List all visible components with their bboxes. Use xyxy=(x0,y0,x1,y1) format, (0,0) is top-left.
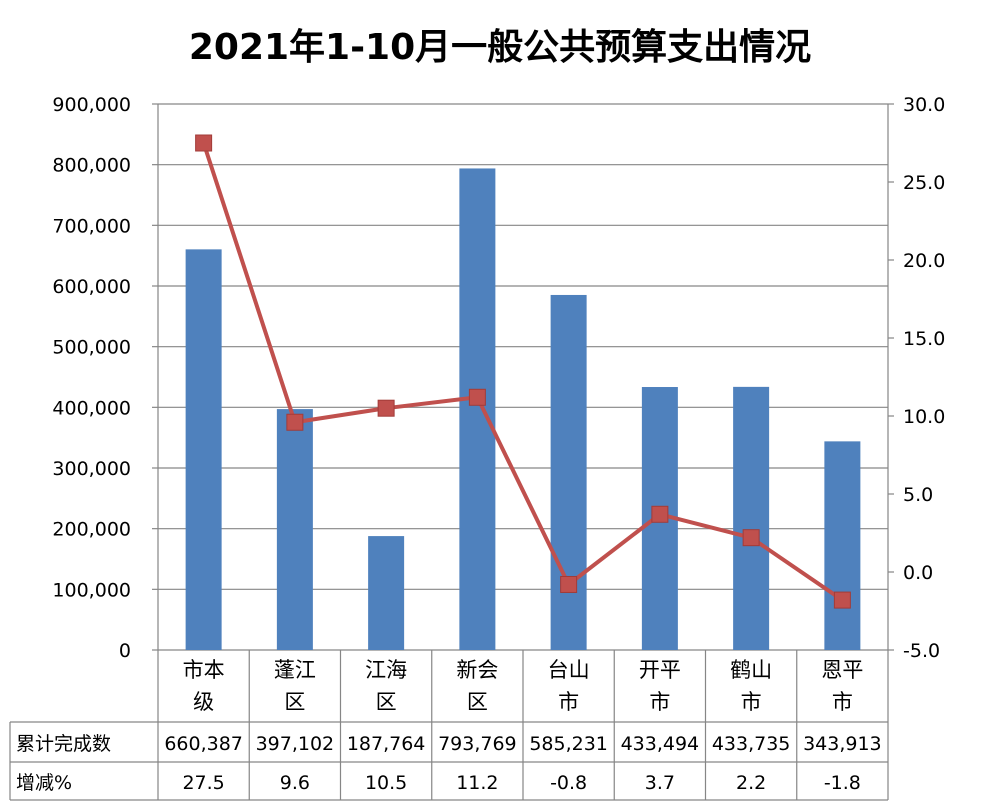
bar-series xyxy=(185,168,861,650)
bar xyxy=(550,294,587,650)
line-series xyxy=(195,134,851,609)
bar xyxy=(824,441,861,650)
chart-title: 2021年1-10月一般公共预算支出情况 xyxy=(189,27,811,68)
table-cell: 660,387 xyxy=(164,733,243,755)
table-cell: 433,494 xyxy=(621,733,700,755)
table-cell: 3.7 xyxy=(645,772,675,794)
table-cell: 585,231 xyxy=(529,733,608,755)
y-left-tick-label: 800,000 xyxy=(52,155,131,177)
y-left-tick-label: 500,000 xyxy=(52,337,131,359)
category-label: 江海区 xyxy=(365,658,407,714)
table-cell: 397,102 xyxy=(256,733,335,755)
bar xyxy=(276,409,313,650)
line-marker xyxy=(286,413,304,431)
table-cell: -1.8 xyxy=(824,772,861,794)
line-marker xyxy=(377,399,395,417)
y-left-tick-label: 200,000 xyxy=(52,519,131,541)
y-right-tick-label: 10.0 xyxy=(903,406,945,428)
bar xyxy=(185,249,222,650)
y-right-tick-label: 25.0 xyxy=(903,172,945,194)
y-left-tick-label: 100,000 xyxy=(52,579,131,601)
line-marker xyxy=(560,575,578,593)
y-left-tick-label: 700,000 xyxy=(52,215,131,237)
y-right-tick-label: 30.0 xyxy=(903,94,945,116)
table-cell: 11.2 xyxy=(456,772,498,794)
axes: 0 100,000 200,000 300,000 400,000 500,000 600,… xyxy=(52,94,945,800)
table-cell: -0.8 xyxy=(550,772,587,794)
category-label: 新会区 xyxy=(456,658,498,714)
table-cell: 343,913 xyxy=(803,733,882,755)
y-left-tick-label: 300,000 xyxy=(52,458,131,480)
y-left-tick-label: 0 xyxy=(119,640,131,662)
table-cell: 793,769 xyxy=(438,733,517,755)
gridlines xyxy=(158,103,888,651)
line-marker xyxy=(651,505,669,523)
table-row-header: 增减% xyxy=(16,772,72,794)
y-left-tick-label: 600,000 xyxy=(52,276,131,298)
y-right-tick-label: -5.0 xyxy=(903,640,940,662)
category-label: 恩平市 xyxy=(821,658,863,714)
table-row-header: 累计完成数 xyxy=(16,733,111,755)
line-marker xyxy=(195,134,213,152)
line-marker xyxy=(833,591,851,609)
category-label: 市本级 xyxy=(183,658,225,714)
bar xyxy=(368,536,405,650)
table-cell: 2.2 xyxy=(736,772,766,794)
bar xyxy=(459,168,496,650)
category-label: 蓬江区 xyxy=(274,658,316,714)
y-left-tick-label: 400,000 xyxy=(52,397,131,419)
table-cell: 9.6 xyxy=(280,772,310,794)
y-right-tick-label: 0.0 xyxy=(903,562,933,584)
table-cell: 27.5 xyxy=(182,772,224,794)
line-path xyxy=(201,142,844,602)
line-marker xyxy=(468,388,486,406)
y-right-tick-label: 15.0 xyxy=(903,328,945,350)
table-cell: 10.5 xyxy=(365,772,407,794)
y-left-tick-label: 900,000 xyxy=(52,94,131,116)
table-cell: 433,735 xyxy=(712,733,791,755)
bar xyxy=(733,386,770,650)
y-right-tick-label: 5.0 xyxy=(903,484,933,506)
category-label: 台山市 xyxy=(548,658,590,714)
line-marker xyxy=(742,529,760,547)
y-right-tick-label: 20.0 xyxy=(903,250,945,272)
category-label: 鹤山市 xyxy=(730,658,772,714)
category-label: 开平市 xyxy=(639,658,681,714)
table-cell: 187,764 xyxy=(347,733,426,755)
